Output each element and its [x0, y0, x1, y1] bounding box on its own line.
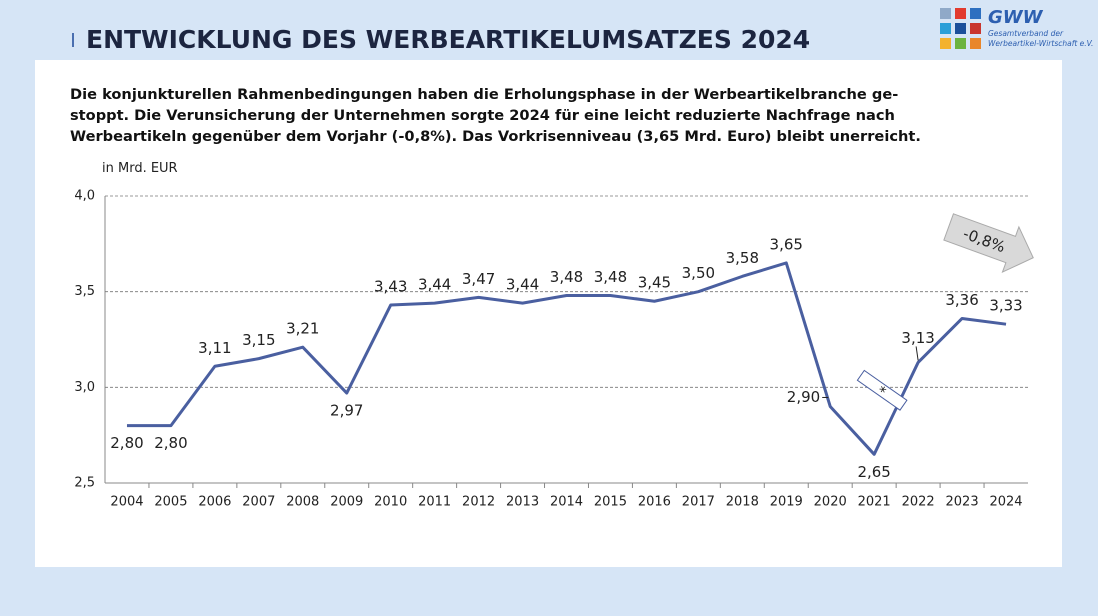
- logo-square: [955, 8, 966, 19]
- x-tick-label: 2022: [902, 495, 935, 510]
- data-label: 3,44: [506, 276, 539, 294]
- data-label: 2,80: [154, 434, 187, 452]
- arrow-shape: [943, 213, 1034, 274]
- y-axis-label: in Mrd. EUR: [102, 161, 178, 176]
- data-label: 2,65: [857, 463, 890, 481]
- x-tick-label: 2018: [726, 495, 759, 510]
- y-tick-label: 3,0: [74, 380, 95, 395]
- data-label: 3,33: [989, 297, 1022, 315]
- x-tick-label: 2023: [946, 495, 979, 510]
- intro-line: Die konjunkturellen Rahmenbedingungen ha…: [70, 86, 898, 103]
- logo-text: Werbeartikel-Wirtschaft e.V.: [988, 39, 1093, 48]
- page-title: ENTWICKLUNG DES WERBEARTIKELUMSATZES 202…: [86, 25, 810, 54]
- logo-square: [970, 8, 981, 19]
- data-label: 3,44: [418, 276, 451, 294]
- x-tick-label: 2009: [330, 495, 363, 510]
- break-marker: *: [856, 369, 908, 411]
- x-tick-label: 2013: [506, 495, 539, 510]
- x-tick-label: 2020: [814, 495, 847, 510]
- logo: GWW Gesamtverband der Werbeartikel-Wirts…: [940, 7, 1093, 49]
- data-label: 3,36: [945, 291, 978, 309]
- data-label: 3,11: [198, 339, 231, 357]
- x-tick-label: 2006: [198, 495, 231, 510]
- intro: Die konjunkturellen Rahmenbedingungen ha…: [70, 86, 921, 145]
- data-label: 3,50: [682, 264, 715, 282]
- data-label: 2,97: [330, 402, 363, 420]
- x-tick-label: 2017: [682, 495, 715, 510]
- x-tick-label: 2007: [242, 495, 275, 510]
- logo-square: [940, 23, 951, 34]
- data-label: 3,21: [286, 320, 319, 338]
- y-tick-label: 4,0: [74, 189, 95, 204]
- logo-square: [955, 23, 966, 34]
- intro-line: stoppt. Die Verunsicherung der Unternehm…: [70, 107, 895, 124]
- logo-square: [970, 38, 981, 49]
- data-label: 3,65: [770, 235, 803, 253]
- y-tick-label: 2,5: [74, 476, 95, 491]
- logo-square: [955, 38, 966, 49]
- y-tick-label: 3,5: [74, 284, 95, 299]
- x-tick-label: 2024: [989, 495, 1022, 510]
- data-label: 3,47: [462, 270, 495, 288]
- break-box: [856, 369, 908, 411]
- intro-line: Werbeartikeln gegenüber dem Vorjahr (-0,…: [70, 128, 921, 145]
- x-tick-label: 2008: [286, 495, 319, 510]
- data-label: 2,80: [110, 434, 143, 452]
- data-label: 3,15: [242, 331, 275, 349]
- logo-name: GWW: [988, 7, 1044, 28]
- logo-square: [970, 23, 981, 34]
- x-tick-label: 2010: [374, 495, 407, 510]
- x-tick-label: 2015: [594, 495, 627, 510]
- x-tick-label: 2019: [770, 495, 803, 510]
- x-tick-label: 2004: [110, 495, 143, 510]
- x-tick-label: 2021: [858, 495, 891, 510]
- x-tick-label: 2014: [550, 495, 583, 510]
- data-line: [126, 261, 1007, 456]
- x-tick-label: 2011: [418, 495, 451, 510]
- x-tick-label: 2016: [638, 495, 671, 510]
- logo-square: [940, 38, 951, 49]
- x-tick-label: 2005: [154, 495, 187, 510]
- data-label: 3,13: [901, 329, 934, 347]
- label-leader: [915, 346, 919, 361]
- title-bar: [72, 33, 74, 47]
- data-label: 3,58: [726, 249, 759, 267]
- data-label: 3,48: [550, 268, 583, 286]
- data-label: 2,90: [787, 388, 820, 406]
- data-label: 3,43: [374, 278, 407, 296]
- logo-square: [940, 8, 951, 19]
- data-label: 3,48: [594, 268, 627, 286]
- data-label: 3,45: [638, 274, 671, 292]
- logo-text: Gesamtverband der: [988, 29, 1064, 38]
- x-tick-label: 2012: [462, 495, 495, 510]
